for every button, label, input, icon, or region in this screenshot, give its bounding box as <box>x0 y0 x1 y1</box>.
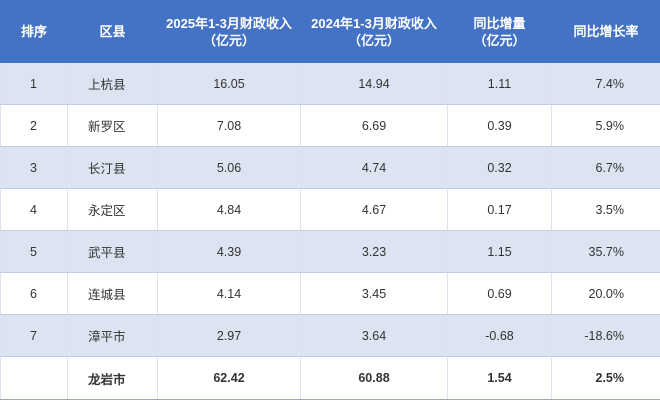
table-row: 1 上杭县 16.05 14.94 1.11 7.4% <box>0 62 660 105</box>
revenue-2024-cell: 4.67 <box>300 188 448 231</box>
header-revenue-2025: 2025年1-3月财政收入 （亿元） <box>157 0 301 63</box>
yoy-increase-cell: 0.17 <box>447 188 552 231</box>
revenue-2025-cell: 2.97 <box>157 314 301 357</box>
header-revenue-2025-line2: （亿元） <box>202 32 255 48</box>
total-row: 龙岩市 62.42 60.88 1.54 2.5% <box>0 356 660 400</box>
header-yoy-growth-rate-line: 同比增长率 <box>573 24 639 39</box>
header-yoy-increase: 同比增量 （亿元） <box>447 0 552 63</box>
rank-cell: 5 <box>0 230 68 273</box>
table-row: 2 新罗区 7.08 6.69 0.39 5.9% <box>0 104 660 147</box>
header-revenue-2024-line2: （亿元） <box>347 32 400 48</box>
revenue-2025-cell: 16.05 <box>157 62 301 105</box>
header-yoy-increase-line2: （亿元） <box>473 32 526 48</box>
revenue-2024-cell: 3.64 <box>300 314 448 357</box>
yoy-increase-cell: 1.11 <box>447 62 552 105</box>
table-row: 7 漳平市 2.97 3.64 -0.68 -18.6% <box>0 314 660 357</box>
table-row: 6 连城县 4.14 3.45 0.69 20.0% <box>0 272 660 315</box>
total-city-cell: 龙岩市 <box>67 356 158 400</box>
header-revenue-2024: 2024年1-3月财政收入 （亿元） <box>300 0 448 63</box>
revenue-2024-cell: 14.94 <box>300 62 448 105</box>
yoy-growth-rate-cell: 7.4% <box>551 62 660 105</box>
rank-cell: 4 <box>0 188 68 231</box>
revenue-2024-cell: 3.45 <box>300 272 448 315</box>
table-row: 4 永定区 4.84 4.67 0.17 3.5% <box>0 188 660 231</box>
header-county-line: 区县 <box>99 24 126 39</box>
total-yoy-increase-cell: 1.54 <box>447 356 552 400</box>
revenue-2025-cell: 7.08 <box>157 104 301 147</box>
county-cell: 永定区 <box>67 188 158 231</box>
rank-cell: 6 <box>0 272 68 315</box>
header-county: 区县 <box>67 0 158 63</box>
yoy-growth-rate-cell: -18.6% <box>551 314 660 357</box>
yoy-growth-rate-cell: 20.0% <box>551 272 660 315</box>
revenue-2024-cell: 4.74 <box>300 146 448 189</box>
header-yoy-growth-rate: 同比增长率 <box>551 0 660 63</box>
county-cell: 长汀县 <box>67 146 158 189</box>
header-rank: 排序 <box>0 0 68 63</box>
rank-cell: 7 <box>0 314 68 357</box>
county-cell: 上杭县 <box>67 62 158 105</box>
total-revenue-2024-cell: 60.88 <box>300 356 448 400</box>
yoy-increase-cell: 0.32 <box>447 146 552 189</box>
county-cell: 新罗区 <box>67 104 158 147</box>
yoy-increase-cell: 0.69 <box>447 272 552 315</box>
total-yoy-growth-rate-cell: 2.5% <box>551 356 660 400</box>
rank-cell: 2 <box>0 104 68 147</box>
revenue-2025-cell: 4.14 <box>157 272 301 315</box>
total-rank-cell <box>0 356 68 400</box>
header-yoy-increase-line1: 同比增量 <box>473 15 526 31</box>
header-revenue-2025-line1: 2025年1-3月财政收入 <box>166 15 292 31</box>
revenue-2025-cell: 5.06 <box>157 146 301 189</box>
county-cell: 连城县 <box>67 272 158 315</box>
header-revenue-2024-line1: 2024年1-3月财政收入 <box>311 15 437 31</box>
revenue-2024-cell: 3.23 <box>300 230 448 273</box>
revenue-2025-cell: 4.84 <box>157 188 301 231</box>
yoy-growth-rate-cell: 35.7% <box>551 230 660 273</box>
county-cell: 武平县 <box>67 230 158 273</box>
yoy-growth-rate-cell: 3.5% <box>551 188 660 231</box>
table-row: 5 武平县 4.39 3.23 1.15 35.7% <box>0 230 660 273</box>
yoy-increase-cell: 0.39 <box>447 104 552 147</box>
header-rank-line: 排序 <box>20 24 47 39</box>
yoy-growth-rate-cell: 6.7% <box>551 146 660 189</box>
yoy-increase-cell: 1.15 <box>447 230 552 273</box>
yoy-growth-rate-cell: 5.9% <box>551 104 660 147</box>
rank-cell: 3 <box>0 146 68 189</box>
total-revenue-2025-cell: 62.42 <box>157 356 301 400</box>
county-cell: 漳平市 <box>67 314 158 357</box>
table-row: 3 长汀县 5.06 4.74 0.32 6.7% <box>0 146 660 189</box>
revenue-2024-cell: 6.69 <box>300 104 448 147</box>
revenue-2025-cell: 4.39 <box>157 230 301 273</box>
yoy-increase-cell: -0.68 <box>447 314 552 357</box>
rank-cell: 1 <box>0 62 68 105</box>
header-row: 排序 区县 2025年1-3月财政收入 （亿元） 2024年1-3月财政收入 （… <box>0 0 660 63</box>
